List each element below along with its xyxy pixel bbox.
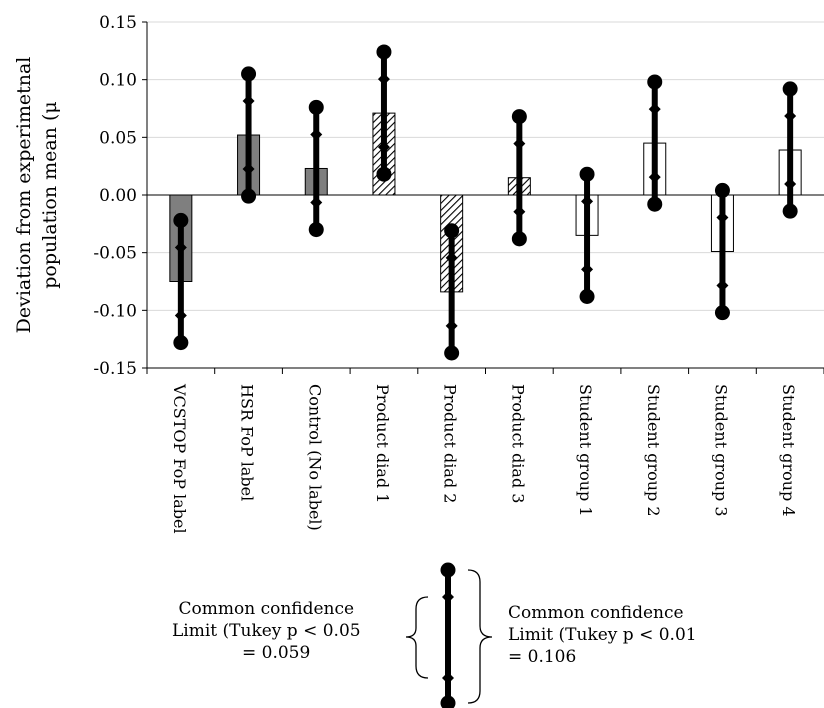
x-tick-label: Control (No label) xyxy=(305,384,324,531)
legend-confidence-marker xyxy=(440,562,456,708)
y-tick-labels: 0.15 0.10 0.05 0.00 -0.05 -0.10 -0.15 xyxy=(93,13,137,379)
diamond-marker xyxy=(377,73,390,86)
diamond-marker xyxy=(377,141,390,154)
diamond-marker xyxy=(716,211,729,224)
error-bars xyxy=(173,44,798,361)
diamond-marker xyxy=(310,128,323,141)
diamond-marker xyxy=(513,205,526,218)
diamond-marker xyxy=(648,103,661,116)
circle-marker xyxy=(173,335,189,351)
x-tick-label: Student group 1 xyxy=(576,384,595,517)
right-brace xyxy=(467,569,493,704)
circle-marker xyxy=(376,166,392,182)
legend-right-line-2: Limit (Tukey p < 0.01 xyxy=(508,625,697,645)
axes xyxy=(142,21,824,374)
diamond-marker xyxy=(242,95,255,108)
circle-marker xyxy=(714,182,730,198)
circle-marker xyxy=(647,74,663,90)
legend-left-line-1: Common confidence xyxy=(178,599,355,619)
circle-marker xyxy=(782,81,798,97)
diamond-marker xyxy=(174,309,187,322)
circle-marker xyxy=(579,288,595,304)
circle-marker xyxy=(308,99,324,115)
diamond-marker xyxy=(581,263,594,276)
y-tick-label: -0.15 xyxy=(93,359,137,379)
x-tick-label: HSR FoP label xyxy=(238,384,257,501)
circle-marker xyxy=(444,223,460,239)
diamond-marker xyxy=(784,109,797,122)
diamond-marker xyxy=(242,163,255,176)
circle-marker xyxy=(440,562,456,578)
circle-marker xyxy=(241,66,257,82)
x-tick-label: Student group 4 xyxy=(779,384,798,517)
circle-marker xyxy=(511,231,527,247)
x-tick-label: Product diad 1 xyxy=(373,384,392,503)
x-tick-label: Student group 2 xyxy=(644,384,663,517)
legend-right-text: Common confidence Limit (Tukey p < 0.01 … xyxy=(508,602,697,668)
circle-marker xyxy=(173,212,189,228)
y-tick-label: 0.00 xyxy=(99,186,137,206)
circle-marker xyxy=(579,166,595,182)
x-tick-label: Student group 3 xyxy=(711,384,730,517)
circle-marker xyxy=(444,345,460,361)
diamond-marker xyxy=(442,672,454,684)
y-axis-label: Deviation from experimetnal population me… xyxy=(13,57,61,334)
diamond-marker xyxy=(442,591,454,603)
diamond-marker xyxy=(310,196,323,209)
circle-marker xyxy=(440,695,456,708)
diamond-marker xyxy=(648,171,661,184)
y-tick-label: 0.05 xyxy=(99,128,137,148)
diamond-marker xyxy=(174,241,187,254)
diamond-marker xyxy=(513,137,526,150)
circle-marker xyxy=(714,305,730,321)
circle-marker xyxy=(241,188,257,204)
x-tick-label: VCSTOP FoP label xyxy=(170,383,189,534)
circle-marker xyxy=(647,196,663,212)
legend-right-line-3: = 0.106 xyxy=(508,647,577,667)
legend-left-text: Common confidence Limit (Tukey p < 0.05 … xyxy=(172,598,361,664)
legend-braces xyxy=(405,569,493,704)
diamond-marker xyxy=(581,195,594,208)
y-tick-label: 0.15 xyxy=(99,13,137,33)
legend-left-line-2: Limit (Tukey p < 0.05 xyxy=(172,621,361,641)
y-tick-label: -0.10 xyxy=(93,301,137,321)
legend-left-line-3: = 0.059 xyxy=(242,643,311,663)
x-tick-label: Product diad 2 xyxy=(441,384,460,503)
circle-marker xyxy=(376,44,392,60)
y-tick-label: -0.05 xyxy=(93,244,137,264)
diamond-marker xyxy=(445,319,458,332)
x-tick-label: Product diad 3 xyxy=(508,384,527,503)
diamond-marker xyxy=(445,251,458,264)
diamond-marker xyxy=(716,279,729,292)
circle-marker xyxy=(782,203,798,219)
left-brace xyxy=(405,596,429,679)
legend-right-line-1: Common confidence xyxy=(508,603,684,623)
diamond-marker xyxy=(784,178,797,191)
circle-marker xyxy=(511,109,527,125)
circle-marker xyxy=(308,222,324,238)
x-tick-labels: VCSTOP FoP label HSR FoP label Control (No… xyxy=(170,383,798,534)
y-tick-label: 0.10 xyxy=(99,71,137,91)
bars xyxy=(169,112,802,293)
